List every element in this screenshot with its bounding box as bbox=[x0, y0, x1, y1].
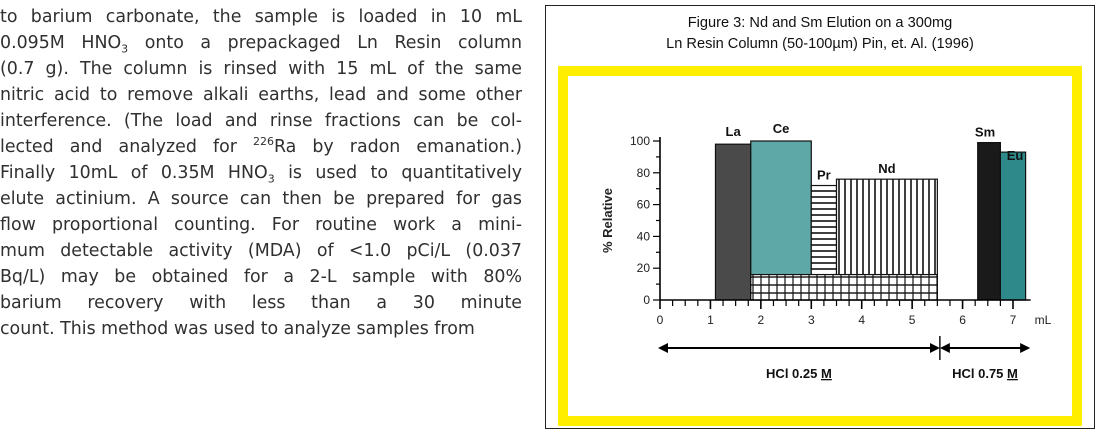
label-sm: Sm bbox=[975, 125, 995, 140]
eluent-acid: HCl 0.75 bbox=[952, 366, 1007, 381]
y-tick-label: 20 bbox=[637, 261, 651, 275]
text-line: Finally 10mL of 0.35M HNO3 is used to qu… bbox=[0, 160, 522, 186]
text-run: is used to quantitatively bbox=[274, 163, 522, 183]
x-tick-label: 7 bbox=[1010, 313, 1017, 327]
bar-ce bbox=[750, 140, 812, 301]
text-line: count. This method was used to analyze s… bbox=[0, 319, 475, 339]
eluent-label: HCl 0.25 M bbox=[766, 366, 832, 381]
overlap-band bbox=[750, 273, 938, 301]
text-line: to barium carbonate, the sample is loade… bbox=[0, 7, 522, 27]
text-run: onto a prepackaged Ln Resin column bbox=[128, 33, 523, 53]
eluent-acid: HCl 0.25 bbox=[766, 366, 821, 381]
text-line: nitric acid to remove alkali earths, lea… bbox=[0, 85, 522, 105]
text-line: interference. (The load and rinse fracti… bbox=[0, 111, 522, 131]
text-line: (0.7 g). The column is rinsed with 15 mL… bbox=[0, 59, 522, 79]
x-tick-label: 1 bbox=[707, 313, 714, 327]
x-axis-label: mL bbox=[1035, 313, 1052, 327]
eluent-molarity: M bbox=[821, 366, 832, 381]
bar-la bbox=[714, 143, 752, 301]
figure-caption-line1: Figure 3: Nd and Sm Elution on a 300mg bbox=[687, 15, 953, 31]
y-tick-label: 40 bbox=[637, 229, 651, 243]
text-line: 0.095M HNO3 onto a prepackaged Ln Resin … bbox=[0, 30, 522, 56]
x-tick-label: 6 bbox=[959, 313, 966, 327]
bars-group bbox=[714, 140, 1027, 301]
label-la: La bbox=[726, 124, 742, 139]
text-line: flow proportional counting. For routine … bbox=[0, 215, 522, 235]
label-eu: Eu bbox=[1007, 148, 1024, 163]
x-tick-label: 5 bbox=[909, 313, 916, 327]
y-tick-label: 0 bbox=[643, 293, 650, 307]
text-line: Bq/L) may be obtained for a 2-L sample w… bbox=[0, 267, 522, 287]
chart-frame: 0 20 40 60 80 100 0 1 2 3 4 5 6 7 mL % Relative La Ce Pr Nd… bbox=[558, 66, 1082, 426]
label-ce: Ce bbox=[773, 121, 790, 136]
text-line: elute actinium. A source can then be pre… bbox=[0, 189, 522, 209]
figure-box: Figure 3: Nd and Sm Elution on a 300mg L… bbox=[545, 5, 1095, 429]
superscript: 226 bbox=[252, 135, 274, 149]
x-tick-label: 0 bbox=[657, 313, 664, 327]
x-tick-label: 2 bbox=[758, 313, 765, 327]
text-line: barium recovery with less than a 30 minu… bbox=[0, 293, 522, 313]
subscript: 3 bbox=[121, 42, 129, 56]
eluent-arrows: HCl 0.25 M HCl 0.75 M bbox=[658, 336, 1031, 381]
bar-sm bbox=[977, 141, 1001, 301]
y-tick-label: 60 bbox=[637, 198, 651, 212]
eluent-molarity: M bbox=[1007, 366, 1018, 381]
text-run: Finally 10mL of 0.35M HNO bbox=[0, 163, 268, 183]
y-tick-label: 80 bbox=[637, 166, 651, 180]
label-pr: Pr bbox=[817, 168, 831, 183]
text-run: Ra by radon emanation.) bbox=[273, 137, 523, 157]
text-line: lected and analyzed for 226Ra by radon e… bbox=[0, 134, 522, 160]
figure-caption-line2: Ln Resin Column (50-100µm) Pin, et. Al. … bbox=[666, 36, 974, 52]
elution-chart: 0 20 40 60 80 100 0 1 2 3 4 5 6 7 mL % Relative La Ce Pr Nd… bbox=[600, 121, 1052, 381]
eluent-label: HCl 0.75 M bbox=[952, 366, 1018, 381]
label-nd: Nd bbox=[878, 161, 895, 176]
text-line: mum detectable activity (MDA) of <1.0 pC… bbox=[0, 241, 522, 261]
labels-group: 0 20 40 60 80 100 0 1 2 3 4 5 6 7 mL % Relative La Ce Pr Nd… bbox=[600, 121, 1052, 327]
y-axis-label: % Relative bbox=[600, 188, 615, 253]
x-tick-label: 4 bbox=[858, 313, 865, 327]
bar-eu bbox=[999, 151, 1027, 301]
subscript: 3 bbox=[267, 172, 275, 186]
x-tick-label: 3 bbox=[808, 313, 815, 327]
text-run: lected and analyzed for bbox=[0, 137, 253, 157]
axes-group bbox=[653, 137, 1031, 309]
text-run: 0.095M HNO bbox=[0, 33, 122, 53]
y-tick-label: 100 bbox=[630, 134, 650, 148]
